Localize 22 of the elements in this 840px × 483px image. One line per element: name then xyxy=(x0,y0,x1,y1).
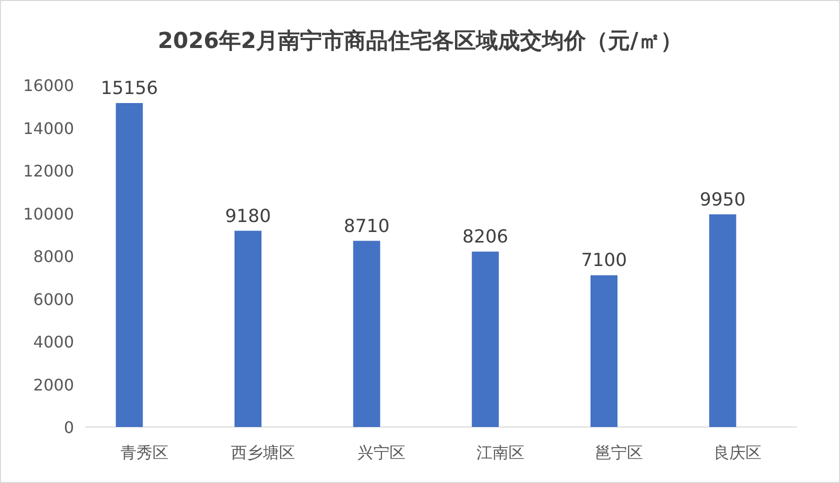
x-tick-label: 邕宁区 xyxy=(595,443,643,462)
y-tick-label: 12000 xyxy=(23,162,74,180)
data-label: 15156 xyxy=(100,78,158,100)
x-tick-label: 西乡塘区 xyxy=(231,443,295,462)
data-label: 9950 xyxy=(700,189,746,210)
x-tick-label: 兴宁区 xyxy=(358,443,406,462)
data-label: 7100 xyxy=(581,250,627,272)
y-tick-label: 10000 xyxy=(23,204,74,224)
x-tick-label: 良庆区 xyxy=(714,443,762,462)
y-tick-label: 0 xyxy=(64,418,74,437)
data-label: 8710 xyxy=(344,216,390,237)
y-tick-label: 2000 xyxy=(33,375,74,394)
y-tick-label: 8000 xyxy=(33,247,74,266)
x-tick-label: 江南区 xyxy=(476,443,524,462)
y-tick-label: 14000 xyxy=(23,118,74,138)
y-tick-label: 6000 xyxy=(33,290,74,309)
y-tick-label: 4000 xyxy=(33,332,74,352)
title: 2026年2月南宁市商品住宅各区域成交均价（元/㎡） xyxy=(158,29,682,54)
y-tick-label: 16000 xyxy=(23,76,74,95)
data-label: 9180 xyxy=(225,206,271,227)
data-label: 8206 xyxy=(462,226,508,248)
x-tick-label: 青秀区 xyxy=(120,443,168,462)
